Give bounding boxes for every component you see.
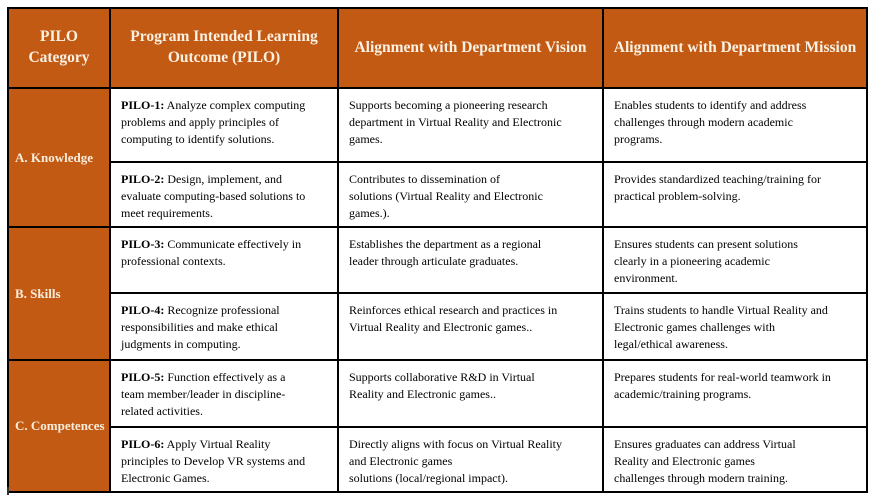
vision-cell-2: Contributes to dissemination of solution… bbox=[337, 161, 604, 228]
mission-cell-5: Prepares students for real-world teamwor… bbox=[602, 359, 868, 428]
mission-cell-2: Provides standardized teaching/training … bbox=[602, 161, 868, 228]
vision-cell-1: Supports becoming a pioneering research … bbox=[337, 87, 604, 163]
header-mission: Alignment with Department Mission bbox=[602, 7, 868, 89]
table-row: A. Knowledge PILO-1: Analyze complex com… bbox=[7, 87, 868, 228]
header-vision: Alignment with Department Vision bbox=[337, 7, 604, 89]
table-row: PILO-6: Apply Virtual Reality principles… bbox=[8, 426, 868, 493]
pilo-cell-4: PILO-4: Recognize professional responsib… bbox=[109, 292, 339, 361]
mission-cell-1: Enables students to identify and address… bbox=[602, 87, 868, 163]
header-row: PILO Category Program Intended Learning … bbox=[7, 7, 868, 89]
table-row: PILO-4: Recognize professional responsib… bbox=[8, 292, 868, 361]
category-cell-competences: C. Competences bbox=[7, 359, 111, 493]
header-pilo-category: PILO Category bbox=[7, 7, 111, 89]
table-row: B. Skills PILO-3: Communicate effectivel… bbox=[7, 226, 868, 361]
category-cell-knowledge: A. Knowledge bbox=[7, 87, 111, 228]
left-border-tick bbox=[7, 487, 9, 495]
pilo-label: PILO-3: bbox=[121, 237, 165, 251]
mission-cell-6: Ensures graduates can address Virtual Re… bbox=[602, 426, 868, 493]
pilo-text: Function effectively as a team member/le… bbox=[121, 370, 286, 418]
pilo-text: Analyze complex computing problems and a… bbox=[121, 98, 306, 146]
vision-cell-5: Supports collaborative R&D in Virtual Re… bbox=[337, 359, 604, 428]
pilo-cell-2: PILO-2: Design, implement, and evaluate … bbox=[109, 161, 339, 228]
pilo-text: Recognize professional responsibilities … bbox=[121, 303, 280, 351]
mission-cell-3: Ensures students can present solutions c… bbox=[602, 226, 868, 294]
pilo-label: PILO-1: bbox=[121, 98, 165, 112]
category-cell-skills: B. Skills bbox=[7, 226, 111, 361]
pilo-label: PILO-5: bbox=[121, 370, 165, 384]
vision-cell-3: Establishes the department as a regional… bbox=[337, 226, 604, 294]
pilo-text: Communicate effectively in professional … bbox=[121, 237, 302, 268]
table-row: C. Competences PILO-5: Function effectiv… bbox=[7, 359, 868, 493]
vision-cell-6: Directly aligns with focus on Virtual Re… bbox=[337, 426, 604, 493]
pilo-cell-6: PILO-6: Apply Virtual Reality principles… bbox=[109, 426, 339, 493]
vision-cell-4: Reinforces ethical research and practice… bbox=[337, 292, 604, 361]
mission-cell-4: Trains students to handle Virtual Realit… bbox=[602, 292, 868, 361]
pilo-label: PILO-2: bbox=[121, 172, 165, 186]
pilo-cell-5: PILO-5: Function effectively as a team m… bbox=[109, 359, 339, 428]
pilo-alignment-table: PILO Category Program Intended Learning … bbox=[7, 7, 868, 493]
pilo-text: Apply Virtual Reality principles to Deve… bbox=[121, 437, 306, 485]
pilo-label: PILO-4: bbox=[121, 303, 165, 317]
pilo-cell-3: PILO-3: Communicate effectively in profe… bbox=[109, 226, 339, 294]
pilo-cell-1: PILO-1: Analyze complex computing proble… bbox=[109, 87, 339, 163]
header-pilo: Program Intended Learning Outcome (PILO) bbox=[109, 7, 339, 89]
pilo-text: Design, implement, and evaluate computin… bbox=[121, 172, 306, 220]
table-row: PILO-2: Design, implement, and evaluate … bbox=[8, 161, 868, 228]
pilo-label: PILO-6: bbox=[121, 437, 165, 451]
